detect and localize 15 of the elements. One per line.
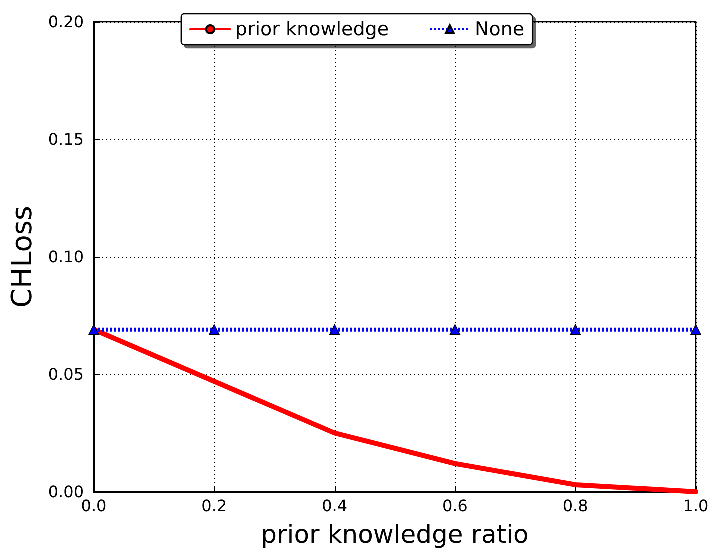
legend-label: None (475, 18, 525, 40)
y-tick-label: 0.00 (48, 482, 84, 502)
x-tick-label: 0.6 (442, 496, 468, 516)
x-tick-label: 0.4 (322, 496, 348, 516)
y-tick-label: 0.20 (48, 12, 84, 32)
x-tick-label: 1.0 (683, 496, 709, 516)
x-axis-title: prior knowledge ratio (261, 520, 529, 549)
y-axis-title: CHLoss (6, 206, 38, 308)
x-tick-label: 0.8 (562, 496, 588, 516)
y-tick-label: 0.15 (48, 130, 84, 149)
y-tick-label: 0.05 (48, 365, 84, 384)
x-tick-label: 0.0 (81, 496, 107, 516)
y-tick-label: 0.10 (48, 248, 84, 266)
legend-label: prior knowledge (235, 18, 390, 40)
x-tick-label: 0.2 (202, 496, 228, 516)
